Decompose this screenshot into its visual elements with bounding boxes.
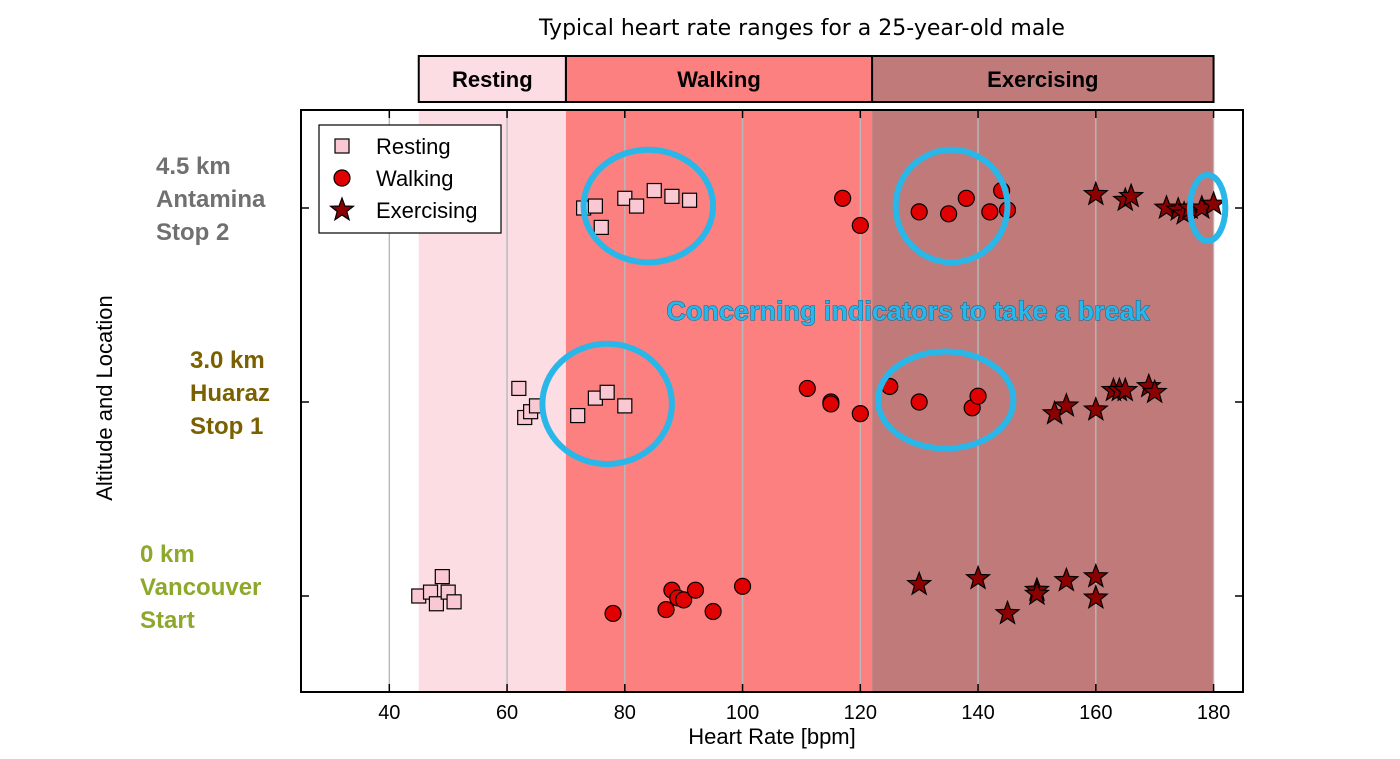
exercising-point — [1112, 376, 1139, 402]
resting-point — [681, 192, 698, 208]
annotation-text: Concerning indicators to take a break — [666, 296, 1150, 326]
series-exercising — [906, 180, 1227, 625]
resting-point — [511, 380, 527, 397]
highlight-ellipse-2 — [1187, 172, 1229, 244]
data-points — [411, 180, 1227, 625]
resting-point — [599, 384, 615, 400]
exercising-point — [964, 564, 992, 590]
walking-point — [940, 205, 958, 223]
x-tick-label-140: 140 — [961, 702, 994, 724]
walking-point — [969, 387, 987, 405]
exercising-point — [906, 570, 933, 596]
band-header-resting — [417, 55, 567, 103]
highlight-ellipse-3 — [539, 340, 675, 468]
y-axis-label: Altitude and Location — [92, 295, 117, 501]
walking-point — [686, 581, 705, 599]
y-category-line: 4.5 km — [156, 153, 231, 180]
chart-title: Typical heart rate ranges for a 25-year-… — [538, 16, 1065, 41]
band-walking — [565, 110, 873, 692]
x-tick-label-160: 160 — [1079, 702, 1112, 724]
legend-marker-exercising — [328, 196, 356, 222]
legend-marker-resting — [334, 138, 350, 154]
y-category-line: Vancouver — [140, 574, 261, 601]
plot-border — [300, 109, 1244, 693]
x-tick-label-180: 180 — [1197, 702, 1230, 724]
resting-point — [664, 188, 680, 204]
legend-label-exercising: Exercising — [376, 198, 477, 223]
highlight-ellipse-0 — [580, 146, 717, 266]
y-category-line: Stop 1 — [190, 413, 263, 440]
exercising-point — [1153, 194, 1180, 220]
exercising-point — [1082, 562, 1109, 588]
x-axis-label: Heart Rate [bpm] — [688, 724, 856, 749]
walking-point — [851, 216, 869, 235]
resting-point — [446, 594, 462, 610]
x-tick-label-100: 100 — [726, 702, 759, 724]
walking-point — [957, 189, 975, 207]
walking-point — [822, 395, 840, 413]
highlight-ellipse-1 — [892, 146, 1011, 266]
resting-point — [434, 568, 450, 585]
exercising-point — [1141, 378, 1168, 404]
legend-label-resting: Resting — [376, 134, 451, 159]
band-header-label-exercising: Exercising — [987, 67, 1098, 92]
y-category-line: Antamina — [156, 186, 266, 213]
exercising-point — [1053, 392, 1080, 418]
x-tick-label-40: 40 — [378, 702, 400, 724]
resting-point — [587, 198, 603, 214]
y-category-label-1: 3.0 km Huaraz Stop 1 — [190, 347, 270, 440]
walking-point — [981, 203, 999, 221]
y-category-line: 0 km — [140, 541, 195, 568]
x-axis-ticks: 40 60 80 100 120 140 160 180 — [378, 110, 1230, 724]
walking-point — [657, 600, 675, 619]
x-tick-label-60: 60 — [496, 702, 518, 724]
plot-frame — [300, 109, 1244, 693]
exercising-point — [1082, 584, 1109, 610]
bands-layer: Resting Walking Exercising — [417, 55, 1215, 692]
series-walking — [604, 181, 1017, 623]
y-category-line: Start — [140, 607, 195, 634]
x-tick-label-80: 80 — [614, 702, 636, 724]
resting-point — [617, 190, 633, 206]
y-category-line: 3.0 km — [190, 347, 265, 374]
band-header-exercising — [871, 55, 1215, 103]
y-category-labels: 0 km Vancouver Start 3.0 km Huaraz Stop 1 4.5 … — [140, 153, 1243, 634]
exercising-point — [1082, 180, 1109, 206]
highlight-ellipse-4 — [874, 348, 1017, 452]
legend-label-walking: Walking — [376, 166, 453, 191]
walking-point — [834, 189, 852, 207]
band-header-label-resting: Resting — [452, 67, 533, 92]
y-category-label-2: 4.5 km Antamina Stop 2 — [156, 153, 266, 246]
walking-point — [704, 602, 722, 621]
walking-point — [910, 203, 928, 221]
series-resting — [411, 182, 698, 612]
y-category-line: Stop 2 — [156, 219, 229, 246]
y-category-line: Huaraz — [190, 380, 270, 407]
band-header-walking — [564, 55, 874, 103]
legend-marker-walking — [333, 169, 351, 187]
exercising-point — [1023, 580, 1051, 606]
legend: Resting Walking Exercising — [318, 124, 502, 234]
x-tick-label-120: 120 — [844, 702, 877, 724]
resting-point — [428, 596, 445, 612]
walking-point — [733, 577, 752, 595]
highlight-ellipses — [539, 146, 1229, 468]
band-header-label-walking: Walking — [677, 67, 761, 92]
exercising-point — [994, 599, 1021, 625]
resting-point — [570, 407, 586, 424]
walking-point — [604, 604, 622, 623]
walking-point — [675, 591, 693, 609]
exercising-point — [1053, 566, 1080, 592]
y-category-label-0: 0 km Vancouver Start — [140, 541, 261, 634]
resting-point — [646, 182, 662, 199]
walking-point — [910, 393, 928, 411]
walking-point — [851, 405, 869, 423]
exercising-point — [1118, 182, 1145, 208]
resting-point — [593, 219, 609, 235]
resting-point — [628, 198, 645, 214]
exercising-point — [1082, 396, 1109, 421]
walking-point — [798, 379, 816, 398]
resting-point — [617, 398, 633, 414]
